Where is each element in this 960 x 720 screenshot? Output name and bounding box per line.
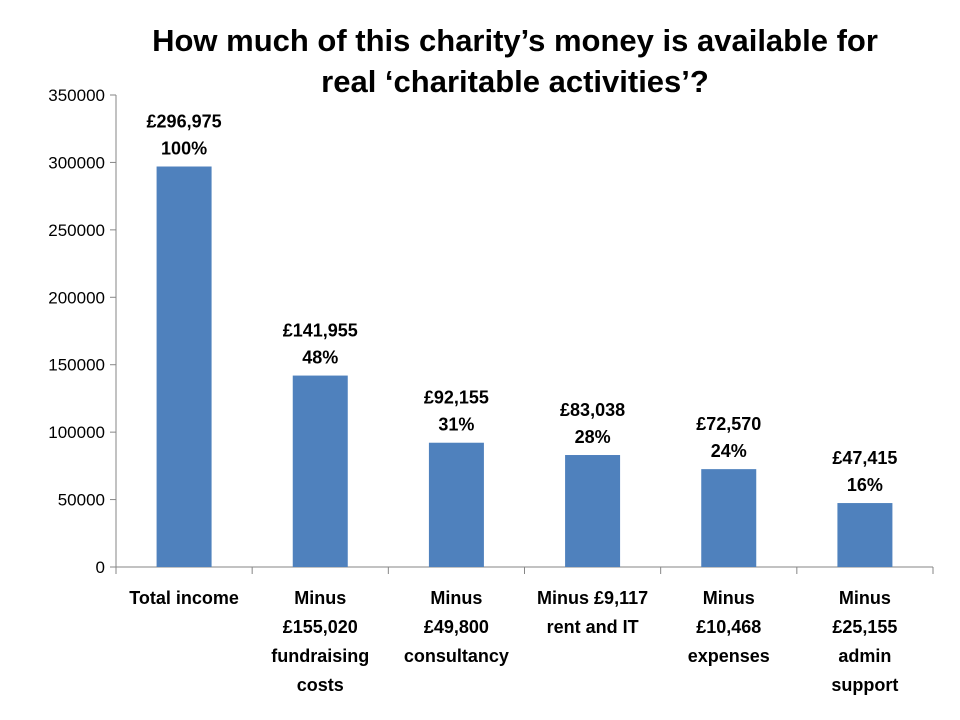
y-tick-label: 100000 [48,423,105,442]
y-tick-label: 350000 [48,86,105,105]
x-tick-label: support [831,675,898,695]
data-label: £83,038 [560,400,625,420]
x-tick-label: consultancy [404,646,509,666]
bar [428,442,484,567]
x-tick-label: admin [838,646,891,666]
chart-data-labels: £296,975 100% £141,955 48% £92,155 31% £83,038… [147,112,898,496]
data-label: £296,975 [147,112,222,132]
chart-tick-labels: 0 50000 100000 150000 200000 250000 300000 3500… [48,86,898,695]
bar [701,469,757,567]
x-tick-label: Total income [129,588,239,608]
bar [837,503,893,567]
x-tick-label: Minus [294,588,346,608]
chart-bars [156,166,893,567]
bar [156,166,212,567]
x-tick-label: Minus [703,588,755,608]
x-tick-label: Minus £9,117 [537,588,648,608]
chart-axes [110,94,934,574]
y-tick-label: 50000 [58,491,105,510]
x-tick-label: fundraising [271,646,369,666]
bar [565,455,621,567]
x-tick-label: £25,155 [832,617,897,637]
x-tick-label: £49,800 [424,617,489,637]
x-tick-label: £155,020 [283,617,358,637]
data-label: 48% [302,348,338,368]
y-tick-label: 200000 [48,288,105,307]
x-tick-label: costs [297,675,344,695]
x-tick-label: £10,468 [696,617,761,637]
data-label: 28% [575,427,611,447]
x-tick-label: Minus [430,588,482,608]
x-tick-label: expenses [688,646,770,666]
data-label: 24% [711,441,747,461]
data-label: £92,155 [424,388,489,408]
data-label: 16% [847,475,883,495]
data-label: £141,955 [283,321,358,341]
y-tick-label: 300000 [48,153,105,172]
chart-title: How much of this charity’s money is avai… [152,23,878,99]
bar [292,375,348,567]
data-label: 100% [161,139,207,159]
x-tick-label: Minus [839,588,891,608]
y-tick-label: 0 [96,558,105,577]
data-label: 31% [438,415,474,435]
y-tick-label: 150000 [48,356,105,375]
y-tick-label: 250000 [48,221,105,240]
data-label: £47,415 [832,448,897,468]
data-label: £72,570 [696,414,761,434]
x-tick-label: rent and IT [547,617,639,637]
